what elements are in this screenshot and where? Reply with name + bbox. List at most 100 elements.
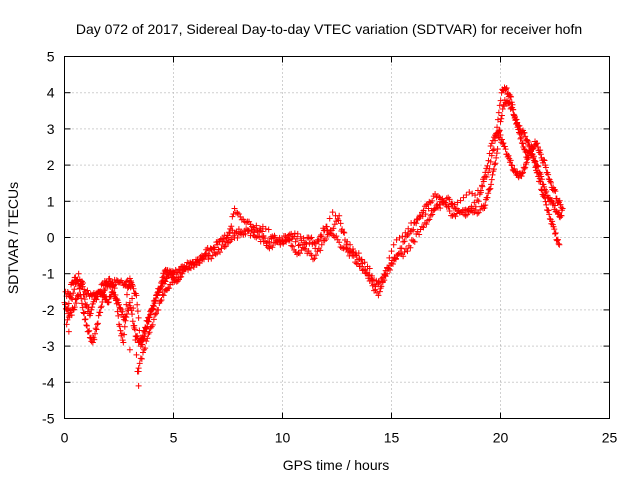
data-point xyxy=(312,245,319,252)
data-point xyxy=(308,234,315,241)
data-point xyxy=(136,327,143,334)
data-point xyxy=(423,201,430,208)
data-point xyxy=(446,207,453,214)
data-point xyxy=(303,241,310,248)
data-point xyxy=(516,129,523,136)
data-point xyxy=(147,325,154,331)
data-point xyxy=(271,232,278,239)
data-point xyxy=(146,329,153,336)
data-point xyxy=(439,195,446,202)
data-point xyxy=(484,194,491,201)
data-point xyxy=(159,274,166,281)
data-point xyxy=(525,138,532,145)
data-point xyxy=(495,109,502,116)
data-point xyxy=(477,187,484,194)
data-point xyxy=(426,198,433,205)
data-point xyxy=(344,238,351,245)
data-point xyxy=(552,202,558,209)
data-point xyxy=(98,303,105,310)
data-point xyxy=(230,210,237,217)
data-point xyxy=(92,330,99,337)
data-point xyxy=(361,259,368,266)
data-point xyxy=(158,297,165,304)
data-point xyxy=(70,306,77,313)
data-point xyxy=(74,292,81,299)
data-point xyxy=(93,326,100,333)
data-point xyxy=(139,332,146,339)
data-point xyxy=(235,210,242,217)
data-point xyxy=(509,101,516,108)
data-point xyxy=(508,93,515,100)
grid xyxy=(64,56,610,419)
data-point xyxy=(133,292,140,299)
data-point xyxy=(294,230,301,237)
data-point xyxy=(411,219,418,226)
data-point xyxy=(275,238,282,245)
data-point xyxy=(541,183,548,190)
data-point xyxy=(517,135,524,142)
data-point xyxy=(171,278,178,285)
data-point xyxy=(96,288,103,295)
data-point xyxy=(89,339,96,346)
data-point xyxy=(326,230,333,237)
data-point xyxy=(65,328,72,335)
data-point xyxy=(540,156,547,163)
data-point xyxy=(416,212,423,219)
data-point xyxy=(109,288,116,295)
data-point xyxy=(481,205,488,212)
data-point xyxy=(216,238,223,245)
data-point xyxy=(546,211,553,218)
data-point xyxy=(68,294,75,301)
data-point xyxy=(76,285,83,292)
data-point xyxy=(85,328,92,335)
data-point xyxy=(400,253,407,260)
data-point xyxy=(150,303,157,310)
data-point xyxy=(312,252,319,259)
data-point xyxy=(333,233,340,240)
data-point xyxy=(70,290,77,297)
data-point xyxy=(129,318,136,325)
data-point xyxy=(448,200,455,207)
data-point xyxy=(234,209,241,216)
data-point xyxy=(522,133,529,140)
data-point xyxy=(266,239,273,246)
data-point xyxy=(315,236,322,243)
data-point xyxy=(550,187,557,194)
data-point xyxy=(493,133,500,140)
data-point xyxy=(267,233,274,240)
data-point xyxy=(283,238,290,245)
data-point xyxy=(534,140,541,147)
data-point xyxy=(78,300,85,307)
data-point xyxy=(434,201,441,208)
data-point xyxy=(87,310,94,317)
data-point xyxy=(139,337,146,344)
data-point xyxy=(453,210,460,217)
data-point xyxy=(551,226,558,233)
data-point xyxy=(127,304,134,311)
data-point xyxy=(71,286,78,293)
data-point xyxy=(222,238,229,245)
data-point xyxy=(315,238,322,245)
data-point xyxy=(262,225,269,232)
data-point xyxy=(420,224,427,231)
y-tick-labels: -5 -4 -3 -2 -1 0 1 2 3 4 5 xyxy=(42,49,55,427)
data-point xyxy=(541,157,548,164)
data-point xyxy=(84,322,91,329)
data-point xyxy=(73,300,80,307)
data-point xyxy=(238,228,245,235)
data-point xyxy=(541,194,548,201)
data-point xyxy=(307,235,314,242)
data-point xyxy=(398,245,405,252)
ytick-label: 4 xyxy=(47,85,55,101)
data-point xyxy=(547,178,554,185)
data-point xyxy=(525,154,532,161)
data-point xyxy=(81,296,88,303)
data-point xyxy=(235,226,242,233)
data-point xyxy=(311,255,318,262)
data-point xyxy=(131,326,138,333)
data-point xyxy=(111,285,118,292)
data-point xyxy=(491,161,498,168)
data-point xyxy=(155,289,162,296)
data-point xyxy=(519,170,526,177)
data-point xyxy=(531,157,538,164)
